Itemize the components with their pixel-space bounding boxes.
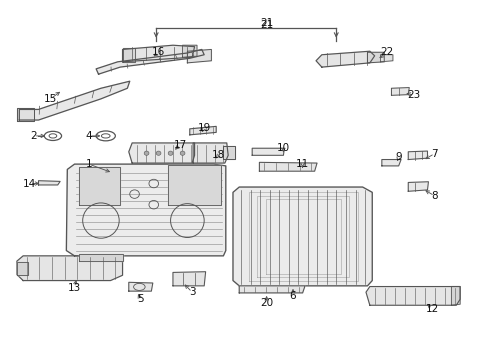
Polygon shape <box>17 262 28 275</box>
Polygon shape <box>193 143 228 163</box>
Text: 8: 8 <box>431 191 438 201</box>
Polygon shape <box>17 256 122 280</box>
Text: 22: 22 <box>380 47 393 57</box>
Text: 4: 4 <box>86 131 92 141</box>
Polygon shape <box>66 164 226 256</box>
Polygon shape <box>252 148 284 155</box>
Polygon shape <box>366 287 460 305</box>
Text: 11: 11 <box>296 159 309 169</box>
Ellipse shape <box>180 151 185 155</box>
Polygon shape <box>223 147 235 159</box>
Polygon shape <box>79 167 120 205</box>
Polygon shape <box>190 126 216 135</box>
Polygon shape <box>183 45 197 57</box>
Text: 19: 19 <box>197 123 211 133</box>
Polygon shape <box>408 182 428 191</box>
Text: 3: 3 <box>189 287 196 297</box>
Ellipse shape <box>144 151 149 155</box>
Polygon shape <box>451 287 460 305</box>
Polygon shape <box>259 162 317 171</box>
Polygon shape <box>392 87 409 95</box>
Ellipse shape <box>168 151 173 155</box>
Text: 18: 18 <box>212 150 225 160</box>
Text: 16: 16 <box>152 47 165 57</box>
Polygon shape <box>187 49 211 63</box>
Ellipse shape <box>156 151 161 155</box>
Polygon shape <box>129 282 153 291</box>
Polygon shape <box>79 254 122 261</box>
Polygon shape <box>17 108 34 121</box>
Polygon shape <box>316 51 375 67</box>
Text: 1: 1 <box>86 159 92 169</box>
Polygon shape <box>408 151 427 159</box>
Text: 7: 7 <box>431 149 438 158</box>
Polygon shape <box>168 165 221 205</box>
Polygon shape <box>173 272 206 286</box>
Polygon shape <box>380 55 393 62</box>
Polygon shape <box>39 181 60 185</box>
Polygon shape <box>239 286 305 293</box>
Text: 20: 20 <box>260 298 273 308</box>
Text: 5: 5 <box>137 294 144 304</box>
Polygon shape <box>129 143 195 163</box>
Text: 2: 2 <box>30 131 37 141</box>
Text: 6: 6 <box>290 291 296 301</box>
Text: 13: 13 <box>68 283 81 293</box>
Text: 14: 14 <box>23 179 36 189</box>
Polygon shape <box>233 187 372 286</box>
Text: 21: 21 <box>260 20 273 30</box>
Text: 12: 12 <box>426 304 439 314</box>
Text: 9: 9 <box>395 152 402 162</box>
Text: 17: 17 <box>173 140 187 150</box>
Text: 23: 23 <box>407 90 420 100</box>
Polygon shape <box>96 49 204 74</box>
Text: 15: 15 <box>44 94 57 104</box>
Text: 21: 21 <box>260 18 273 28</box>
Polygon shape <box>122 45 195 62</box>
Polygon shape <box>382 159 401 166</box>
Text: 10: 10 <box>277 143 290 153</box>
Polygon shape <box>368 52 384 63</box>
Polygon shape <box>122 48 135 62</box>
Polygon shape <box>19 81 130 120</box>
